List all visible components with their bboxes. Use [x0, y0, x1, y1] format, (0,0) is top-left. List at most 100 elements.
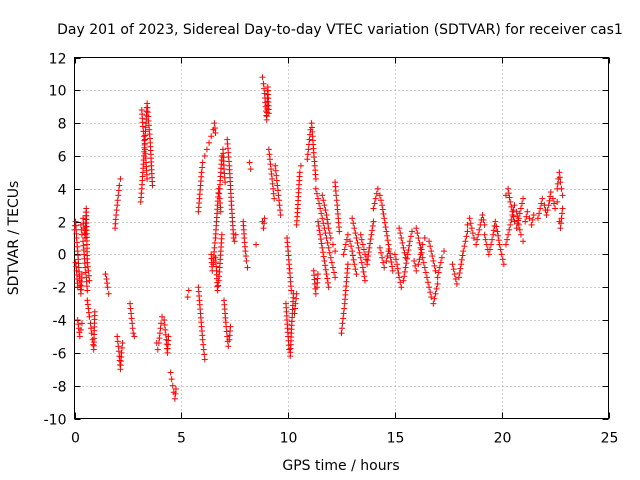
data-point — [265, 110, 272, 117]
data-point — [322, 207, 329, 214]
y-tick-labels: -10 -8 -6 -4 -2 0 2 4 6 8 10 12 — [44, 52, 67, 429]
data-point — [400, 277, 407, 284]
data-point — [514, 213, 521, 220]
data-point — [324, 279, 331, 286]
data-point — [218, 231, 225, 238]
data-point — [545, 202, 552, 209]
data-point — [261, 220, 268, 227]
data-point — [198, 169, 205, 176]
x-tick-label: 10 — [280, 431, 298, 447]
data-point — [381, 264, 388, 271]
data-point — [104, 280, 111, 287]
data-point — [84, 287, 91, 294]
data-point — [432, 267, 439, 274]
data-point — [78, 320, 85, 327]
data-point — [494, 228, 501, 235]
data-point — [381, 215, 388, 222]
data-point — [85, 267, 92, 274]
data-point — [131, 333, 138, 340]
data-point — [365, 253, 372, 260]
data-point — [266, 151, 273, 158]
data-point — [114, 338, 121, 345]
data-point — [404, 255, 411, 262]
data-point — [423, 274, 430, 281]
data-point — [547, 189, 554, 196]
data-point — [538, 200, 545, 207]
data-point — [378, 197, 385, 204]
y-tick-label: 10 — [49, 84, 67, 100]
data-point — [401, 268, 408, 275]
data-point — [199, 164, 206, 171]
data-point — [128, 310, 135, 317]
data-point — [321, 202, 328, 209]
data-point — [172, 390, 179, 397]
data-point — [340, 310, 347, 317]
data-point — [367, 236, 374, 243]
x-tick-label: 0 — [71, 431, 80, 447]
data-point — [355, 244, 362, 251]
data-point — [401, 249, 408, 256]
data-point — [557, 225, 564, 232]
data-point — [130, 330, 137, 337]
data-point — [536, 210, 543, 217]
data-point — [421, 235, 428, 241]
data-point — [434, 274, 441, 281]
data-point — [513, 225, 520, 232]
data-point — [291, 310, 298, 317]
data-point — [456, 270, 463, 277]
data-point — [84, 301, 91, 308]
data-point — [517, 205, 524, 212]
data-point — [505, 185, 512, 192]
data-point — [397, 279, 404, 286]
data-point — [350, 220, 357, 227]
data-point — [537, 205, 544, 212]
data-point — [165, 333, 172, 340]
data-point — [265, 146, 272, 153]
data-point — [338, 330, 345, 337]
data-point — [201, 356, 208, 363]
data-point — [389, 263, 396, 270]
data-point — [383, 257, 390, 264]
data-point — [344, 261, 351, 268]
data-point — [259, 74, 266, 81]
data-point — [268, 166, 275, 173]
data-point — [385, 248, 392, 255]
data-point — [460, 248, 467, 255]
data-point — [297, 162, 304, 169]
data-point — [342, 241, 349, 248]
data-point — [211, 120, 218, 127]
data-point — [90, 341, 97, 348]
data-point — [511, 202, 518, 209]
data-point — [320, 197, 327, 204]
data-point — [357, 254, 364, 261]
data-point — [274, 187, 281, 194]
data-point — [88, 325, 95, 332]
data-point — [215, 282, 222, 289]
data-point — [292, 300, 299, 307]
data-point — [479, 212, 486, 219]
data-point — [286, 346, 293, 353]
data-point — [522, 218, 529, 225]
data-point — [325, 284, 332, 291]
data-point — [161, 317, 168, 324]
data-point — [323, 212, 330, 219]
data-point — [485, 251, 492, 258]
data-point — [333, 192, 340, 199]
data-point — [398, 284, 405, 291]
data-point — [526, 215, 533, 222]
data-point — [318, 210, 325, 217]
data-point — [269, 175, 276, 182]
data-point — [453, 280, 460, 287]
data-point — [458, 261, 465, 268]
data-point — [266, 156, 273, 163]
data-point — [529, 216, 536, 223]
data-point — [370, 218, 377, 225]
data-point — [492, 218, 499, 225]
data-point — [427, 289, 434, 296]
data-point — [544, 207, 551, 214]
data-point — [272, 162, 279, 169]
data-point — [359, 264, 366, 271]
y-tick-label: 4 — [58, 183, 67, 199]
data-point — [105, 290, 112, 297]
